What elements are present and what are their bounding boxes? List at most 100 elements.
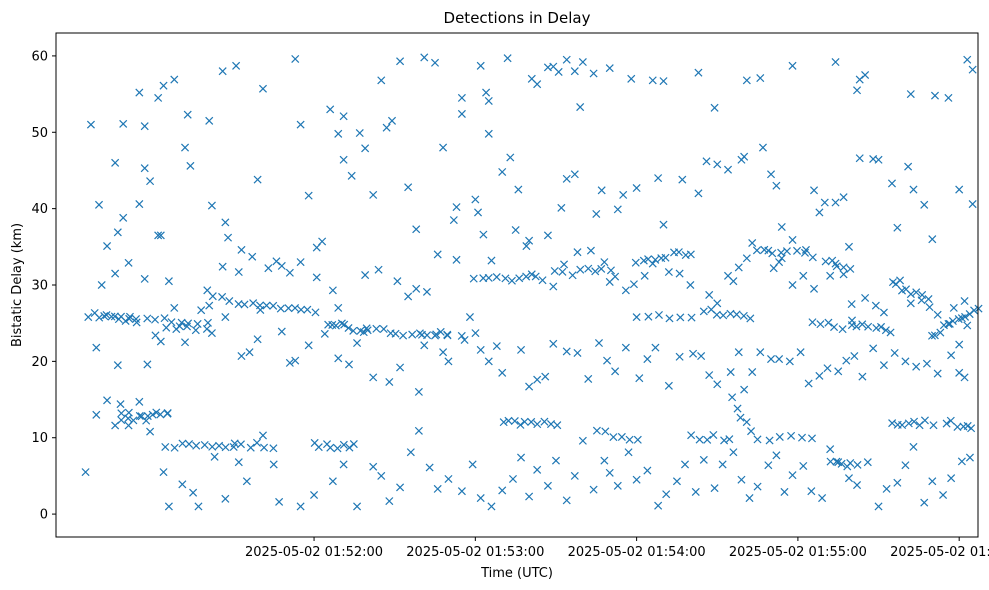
data-point (686, 250, 695, 259)
data-point (457, 331, 466, 340)
data-point (578, 436, 587, 445)
data-point (818, 494, 827, 503)
data-point (570, 170, 579, 179)
chart-title: Detections in Delay (444, 9, 591, 27)
data-point (705, 290, 714, 299)
data-point (852, 322, 861, 331)
data-point (554, 67, 563, 76)
data-point (457, 93, 466, 102)
data-point (709, 430, 718, 440)
data-point (468, 460, 477, 469)
data-point (339, 155, 348, 164)
data-point (631, 258, 640, 267)
data-point (100, 312, 109, 321)
data-point (844, 242, 853, 251)
data-point (562, 347, 571, 356)
data-point (654, 310, 663, 319)
data-point (224, 233, 233, 242)
data-point (553, 421, 562, 430)
data-point (586, 246, 595, 255)
data-point (161, 442, 170, 451)
data-point (517, 453, 526, 462)
data-point (800, 248, 810, 257)
data-point (551, 456, 561, 465)
data-point (838, 325, 847, 334)
data-point (756, 74, 765, 83)
data-point (249, 299, 258, 308)
data-point (739, 311, 748, 320)
data-point (408, 330, 417, 339)
data-point (928, 477, 937, 486)
data-point (558, 267, 567, 276)
data-point (605, 64, 614, 73)
data-point (135, 88, 144, 97)
data-point (541, 372, 550, 381)
data-point (320, 329, 329, 338)
data-point (576, 265, 585, 274)
data-point (920, 416, 929, 425)
data-point (125, 314, 134, 323)
data-point (178, 439, 187, 448)
data-point (347, 171, 356, 180)
data-point (205, 116, 214, 125)
data-point (810, 186, 819, 195)
data-point (965, 453, 974, 462)
data-point (412, 225, 421, 234)
data-point (718, 460, 727, 469)
data-point (568, 271, 577, 280)
data-point (961, 312, 970, 321)
data-point (337, 319, 346, 328)
data-point (613, 481, 622, 490)
data-point (695, 435, 704, 444)
data-point (443, 331, 452, 340)
data-point (296, 120, 305, 129)
data-point (476, 345, 485, 354)
data-point (258, 431, 268, 440)
data-point (863, 458, 872, 467)
data-point (285, 358, 294, 367)
data-point (218, 262, 227, 271)
data-point (592, 426, 601, 435)
data-point (777, 222, 786, 231)
data-point (225, 297, 234, 306)
data-point (111, 158, 120, 167)
data-point (968, 200, 977, 209)
data-point (151, 315, 160, 324)
data-point (740, 385, 749, 394)
data-point (191, 326, 200, 335)
x-axis-label: Time (UTC) (480, 566, 553, 581)
data-point (928, 235, 937, 244)
data-point (361, 271, 370, 280)
data-point (821, 257, 830, 266)
data-point (815, 371, 824, 380)
data-point (276, 304, 285, 313)
data-point (482, 88, 491, 97)
data-point (296, 258, 305, 267)
data-point (710, 484, 719, 493)
data-point (517, 345, 526, 354)
data-point (944, 93, 953, 102)
data-point (832, 457, 841, 466)
data-point (828, 256, 837, 265)
data-point (644, 255, 653, 264)
data-point (331, 321, 340, 330)
data-point (430, 58, 440, 67)
data-point (746, 314, 755, 323)
data-point (260, 443, 269, 452)
data-point (143, 360, 152, 369)
data-point (237, 245, 246, 254)
data-point (185, 440, 194, 449)
data-point (600, 258, 609, 267)
data-point (632, 475, 641, 484)
data-point (734, 263, 743, 272)
data-point (369, 462, 378, 471)
data-point (353, 502, 362, 511)
data-point (420, 341, 429, 350)
data-point (659, 77, 668, 86)
data-point (632, 183, 641, 193)
data-point (436, 327, 445, 336)
data-point (824, 318, 833, 327)
data-point (797, 433, 807, 442)
